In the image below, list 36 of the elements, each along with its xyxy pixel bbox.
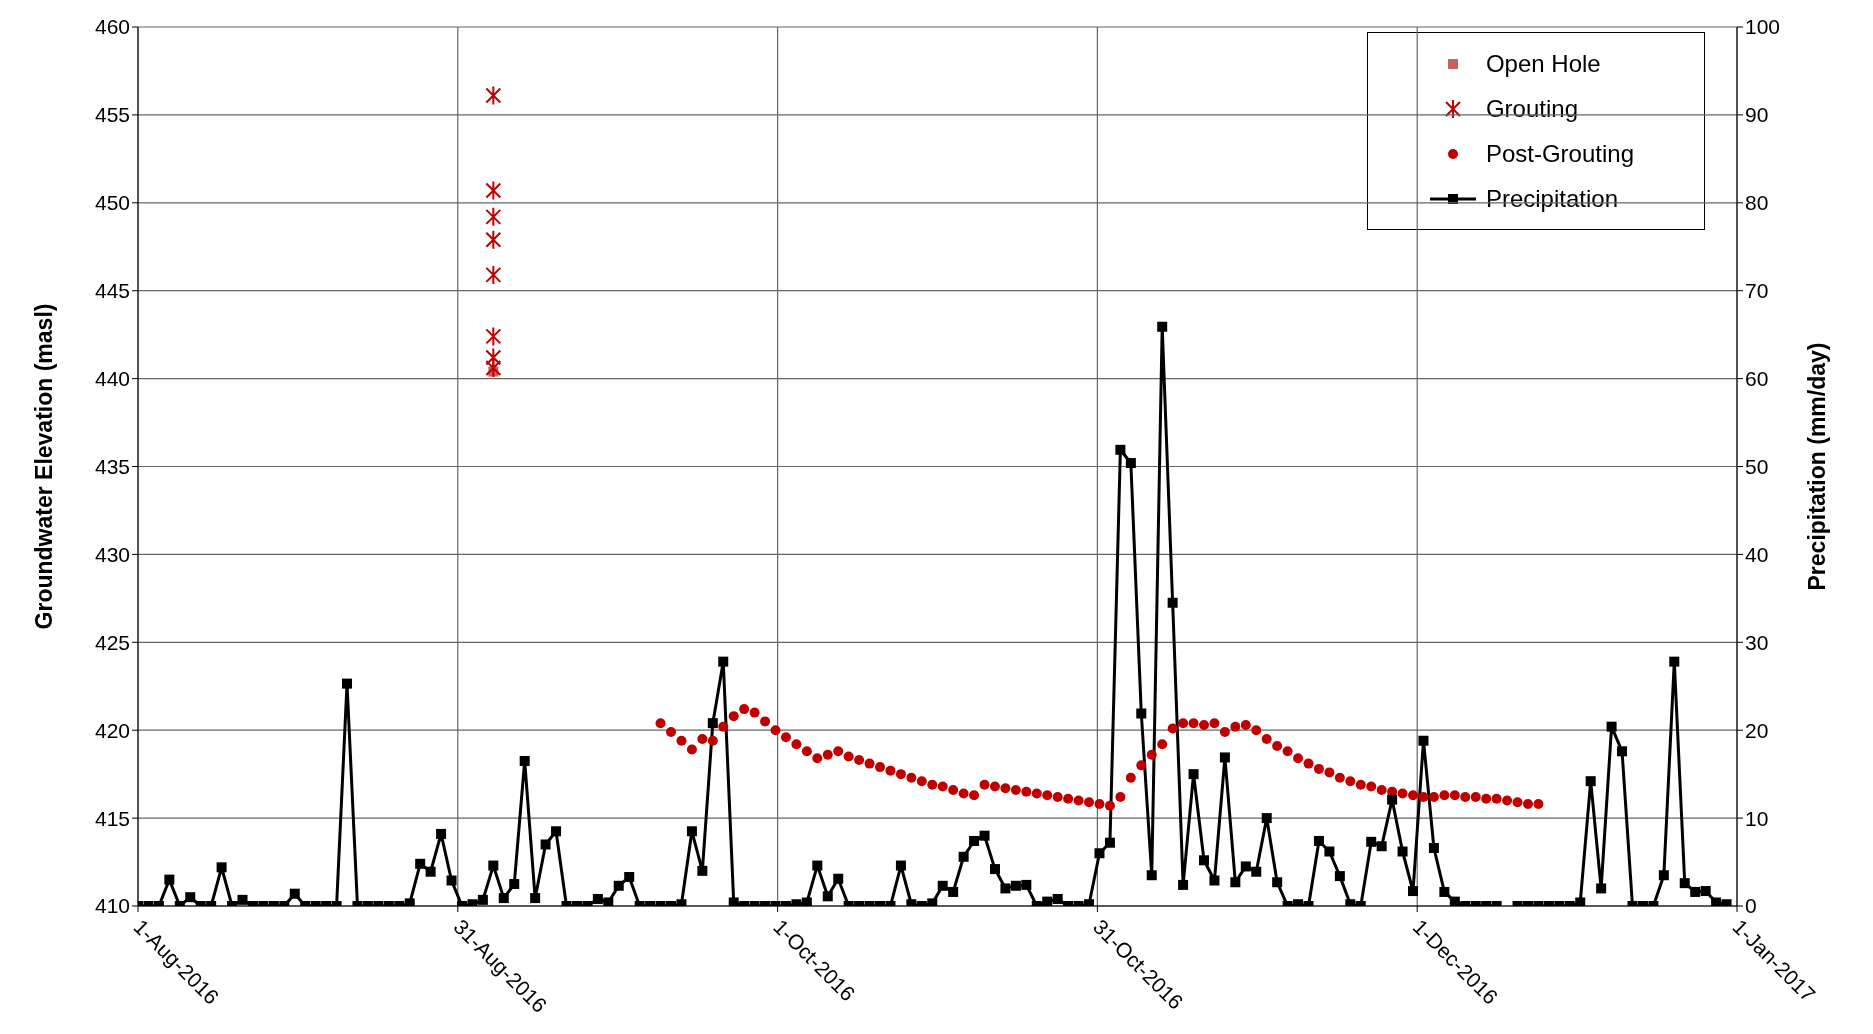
point xyxy=(485,229,502,250)
y-tick-label: 460 xyxy=(94,15,130,39)
y-tick-label: 435 xyxy=(94,454,130,478)
legend-label: Open Hole xyxy=(1485,49,1601,78)
point xyxy=(485,264,502,285)
point xyxy=(485,85,502,106)
y-tick-label: 445 xyxy=(94,279,130,303)
y-tick-label: 415 xyxy=(94,806,130,830)
point xyxy=(485,347,502,368)
legend-label: Post-Grouting xyxy=(1485,139,1634,168)
y2-tick-label: 80 xyxy=(1745,191,1769,215)
point xyxy=(485,358,502,379)
y2-tick-label: 60 xyxy=(1745,367,1769,391)
legend-label: Precipitation xyxy=(1485,184,1618,213)
y-tick-label: 430 xyxy=(94,542,130,566)
y2-tick-label: 70 xyxy=(1745,279,1769,303)
y-tick-label: 450 xyxy=(94,191,130,215)
y2-tick-label: 40 xyxy=(1745,542,1769,566)
y-tick-label: 440 xyxy=(94,367,130,391)
y2-tick-label: 90 xyxy=(1745,103,1769,127)
y2-tick-label: 20 xyxy=(1745,718,1769,742)
y-tick-label: 425 xyxy=(94,630,130,654)
y2-tick-label: 30 xyxy=(1745,630,1769,654)
y2-tick-label: 50 xyxy=(1745,454,1769,478)
y2-tick-label: 10 xyxy=(1745,806,1769,830)
point xyxy=(485,180,502,201)
y2-tick-label: 100 xyxy=(1745,15,1781,39)
y-tick-label: 420 xyxy=(94,718,130,742)
y-tick-label: 410 xyxy=(94,894,130,918)
legend-label: Grouting xyxy=(1485,94,1578,123)
point xyxy=(485,326,502,347)
point xyxy=(485,206,502,227)
y2-tick-label: 0 xyxy=(1745,894,1757,918)
y-axis-title: Groundwater Elevation (masl) xyxy=(31,303,58,630)
y-tick-label: 455 xyxy=(94,103,130,127)
y2-axis-title: Precipitation (mm/day) xyxy=(1804,342,1831,591)
